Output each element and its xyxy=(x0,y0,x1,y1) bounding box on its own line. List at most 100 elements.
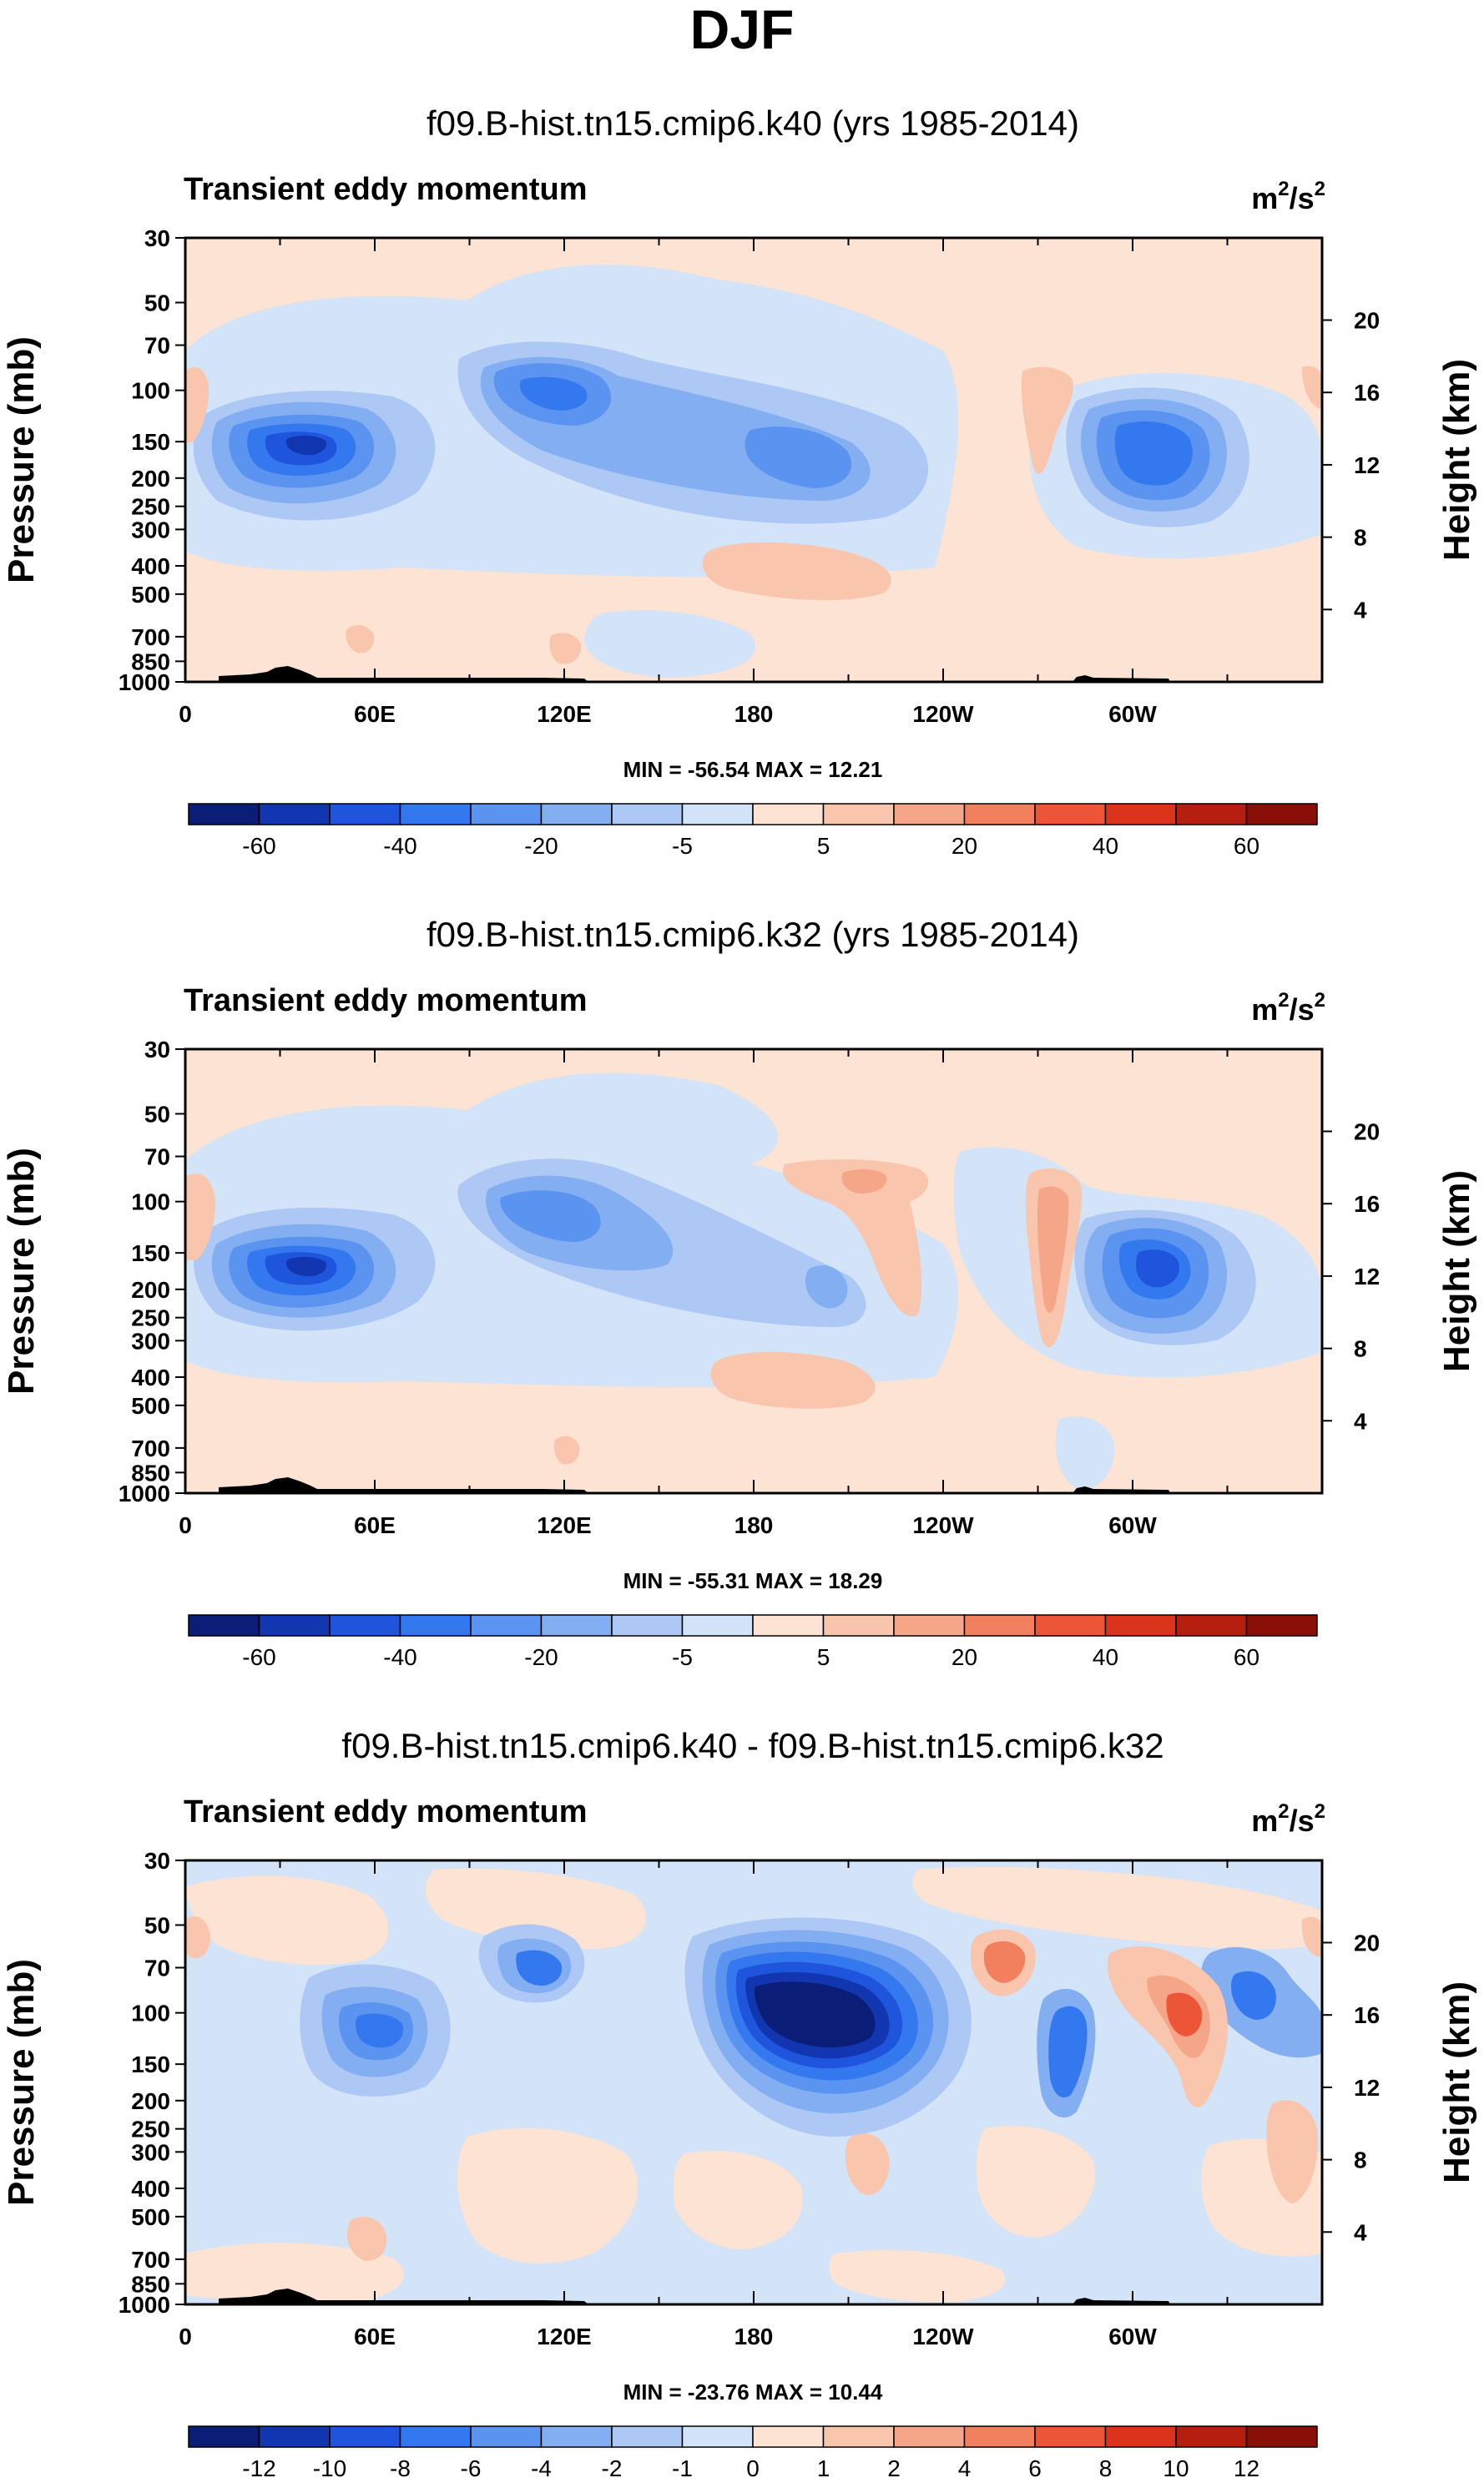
y-tick-label: 30 xyxy=(144,225,170,251)
colorbar-box xyxy=(540,1614,613,1637)
colorbar-box xyxy=(1104,1614,1177,1637)
colorbar-label: 0 xyxy=(746,2455,760,2481)
panel-1-blue-low xyxy=(584,610,756,678)
x-tick-label: 60W xyxy=(1108,1512,1157,1538)
y-tick-label: 1000 xyxy=(119,2292,170,2318)
colorbar-box xyxy=(822,2425,895,2448)
x-tick-label: 120E xyxy=(537,2324,591,2349)
panel-3-red-h2 xyxy=(1301,1916,1322,1957)
colorbar-box xyxy=(399,803,472,825)
colorbar-label: 60 xyxy=(1234,1644,1259,1670)
colorbar-box xyxy=(1175,803,1248,825)
colorbar-label: -60 xyxy=(242,1644,275,1670)
panel-3-red-h3 xyxy=(845,2133,890,2195)
colorbar-box xyxy=(963,803,1036,825)
panel-3-blue-d2 xyxy=(1048,2006,1088,2098)
colorbar-label: 20 xyxy=(951,1644,977,1670)
colorbar-label: -12 xyxy=(242,2455,275,2481)
colorbar-box xyxy=(611,2425,684,2448)
y-right-tick-label: 20 xyxy=(1354,308,1380,334)
panel-2-minmax: MIN = -55.31 MAX = 18.29 xyxy=(623,1568,883,1593)
y-right-tick-label: 12 xyxy=(1354,452,1380,478)
panel-1-colorbar: -60 -40 -20 -5 5 20 40 60 xyxy=(188,803,1318,859)
panel-3-red-pos-b xyxy=(425,1868,647,1950)
colorbar-label: -40 xyxy=(383,1644,416,1670)
panel-2-red-k32c xyxy=(841,1168,887,1194)
colorbar-box xyxy=(540,803,613,825)
panel-1-blue-top xyxy=(501,270,724,315)
colorbar-box xyxy=(540,2425,613,2448)
panel-3-red-pos-f xyxy=(977,2125,1095,2238)
y-tick-label: 1000 xyxy=(119,1481,170,1506)
y-tick-label: 70 xyxy=(144,1956,170,1981)
panel-1-minmax: MIN = -56.54 MAX = 12.21 xyxy=(623,757,883,782)
y-tick-label: 70 xyxy=(144,333,170,359)
panel-2-left-string: Transient eddy momentum xyxy=(184,983,588,1018)
colorbar-box xyxy=(1034,1614,1107,1637)
colorbar-box xyxy=(188,1614,260,1637)
panel-3-blue-c7 xyxy=(754,1981,876,2048)
panel-3-red-pos-a xyxy=(185,1875,389,1965)
colorbar-box xyxy=(1034,2425,1107,2448)
panel-2-red-k32d xyxy=(1037,1186,1069,1313)
x-tick-label: 0 xyxy=(179,2324,192,2349)
y-tick-label: 700 xyxy=(131,2247,170,2273)
panel-1-field xyxy=(185,264,1322,682)
x-tick-label: 180 xyxy=(734,1512,774,1538)
panel-3-blue-a4 xyxy=(355,2013,404,2048)
colorbar-box xyxy=(1104,2425,1177,2448)
x-tick-label: 60W xyxy=(1108,2324,1157,2349)
panel-2-red-left xyxy=(185,1173,215,1260)
y-tick-label: 100 xyxy=(131,2001,170,2026)
colorbar-box xyxy=(1245,803,1318,825)
y-tick-label: 200 xyxy=(131,466,170,492)
panel-3-red-g1 xyxy=(1107,1946,1228,2107)
colorbar-label: 4 xyxy=(958,2455,972,2481)
colorbar-box xyxy=(399,2425,472,2448)
y-right-tick-label: 8 xyxy=(1354,2147,1367,2173)
panel-3-colorbar: -12 -10 -8 -6 -4 -2 -1 0 1 2 4 6 8 10 12 xyxy=(188,2425,1318,2481)
colorbar-box xyxy=(1175,1614,1248,1637)
x-tick-label: 60E xyxy=(354,2324,396,2349)
colorbar-box xyxy=(329,1614,401,1637)
colorbar-box xyxy=(893,2425,966,2448)
x-tick-label: 60E xyxy=(354,701,396,727)
colorbar-box xyxy=(822,803,895,825)
y-tick-label: 30 xyxy=(144,1037,170,1062)
colorbar-label: 10 xyxy=(1163,2455,1189,2481)
panel-2-red-k32a xyxy=(783,1158,929,1317)
panel-1-level-50a xyxy=(285,435,327,456)
colorbar-box xyxy=(752,803,825,825)
y-tick-label: 250 xyxy=(131,2117,170,2142)
colorbar-label: -4 xyxy=(531,2455,552,2481)
x-tick-label: 60E xyxy=(354,1512,396,1538)
x-tick-label: 120W xyxy=(912,1512,974,1538)
y-right-tick-label: 8 xyxy=(1354,1336,1367,1362)
colorbar-label: 40 xyxy=(1093,1644,1118,1670)
y-right-axis-title: Height (km) xyxy=(1436,1170,1477,1372)
colorbar-label: 5 xyxy=(817,833,830,859)
x-tick-label: 0 xyxy=(179,701,192,727)
colorbar-box xyxy=(611,1614,684,1637)
panel-1-topography xyxy=(219,666,1170,682)
colorbar-label: -2 xyxy=(602,2455,623,2481)
colorbar-box xyxy=(752,1614,825,1637)
colorbar-box xyxy=(963,2425,1036,2448)
panel-2-level-40b xyxy=(1136,1249,1180,1288)
y-axis-title: Pressure (mb) xyxy=(1,336,42,583)
y-tick-label: 150 xyxy=(131,429,170,455)
y-right-tick-label: 16 xyxy=(1354,1191,1380,1217)
panel-3-red-pos-e xyxy=(673,2150,803,2249)
panel-2-level-10c xyxy=(805,1265,848,1309)
y-tick-label: 200 xyxy=(131,1277,170,1303)
panel-2-level-20b xyxy=(500,1190,601,1242)
panel-1-red-mid xyxy=(702,542,891,601)
y-right-tick-label: 12 xyxy=(1354,2075,1380,2101)
panel-3-red-h5 xyxy=(1266,2100,1318,2203)
colorbar-label: -60 xyxy=(242,833,275,859)
y-tick-label: 400 xyxy=(131,1365,170,1390)
y-tick-label: 500 xyxy=(131,1393,170,1419)
colorbar-label: 40 xyxy=(1093,833,1118,859)
panel-1-level-30b xyxy=(519,376,588,411)
